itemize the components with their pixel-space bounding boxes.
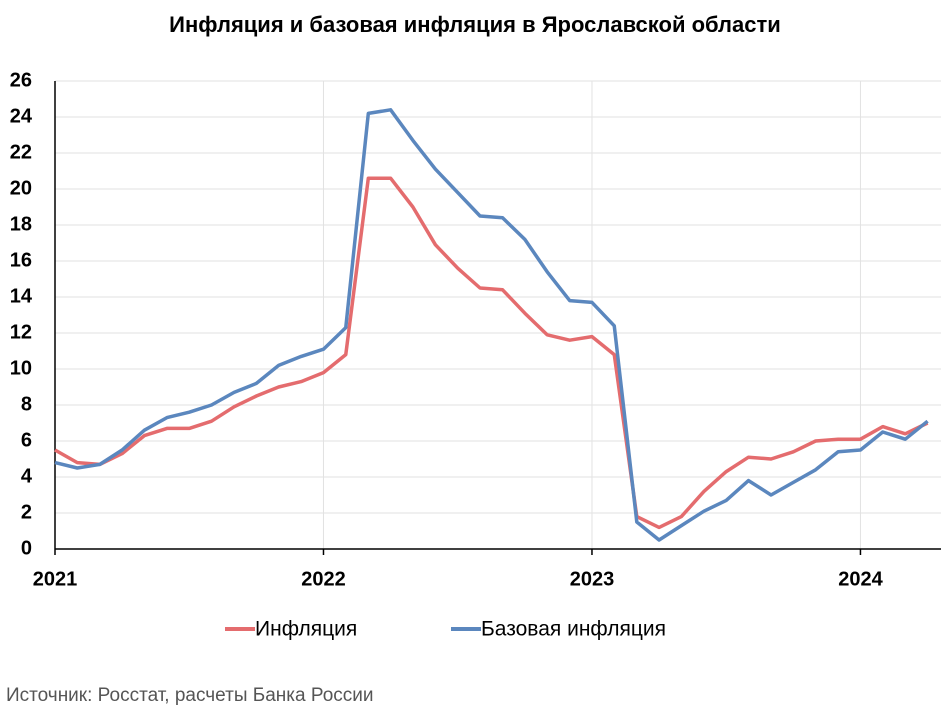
y-tick-label: 18 xyxy=(10,213,32,235)
y-tick-label: 22 xyxy=(10,141,32,163)
legend-label: Базовая инфляция xyxy=(481,618,666,641)
y-tick-label: 26 xyxy=(10,69,32,91)
y-tick-label: 6 xyxy=(21,429,32,451)
y-tick-label: 2 xyxy=(21,501,32,523)
x-tick-label: 2023 xyxy=(570,568,615,590)
y-tick-label: 16 xyxy=(10,249,32,271)
x-tick-label: 2021 xyxy=(33,568,78,590)
chart-title: Инфляция и базовая инфляция в Ярославско… xyxy=(169,12,781,37)
y-tick-label: 24 xyxy=(10,105,33,127)
series-line xyxy=(54,108,929,542)
y-tick-label: 0 xyxy=(21,537,32,559)
source-note: Источник: Росстат, расчеты Банка России xyxy=(6,685,374,706)
y-tick-label: 8 xyxy=(21,393,32,415)
legend-label: Инфляция xyxy=(255,618,357,641)
y-tick-label: 4 xyxy=(21,465,33,487)
y-tick-label: 20 xyxy=(10,177,32,199)
y-tick-label: 12 xyxy=(10,321,32,343)
x-tick-label: 2024 xyxy=(838,568,883,590)
x-tick-label: 2022 xyxy=(301,568,346,590)
y-tick-label: 10 xyxy=(10,357,32,379)
y-tick-label: 14 xyxy=(10,285,33,307)
series-line xyxy=(54,176,929,530)
